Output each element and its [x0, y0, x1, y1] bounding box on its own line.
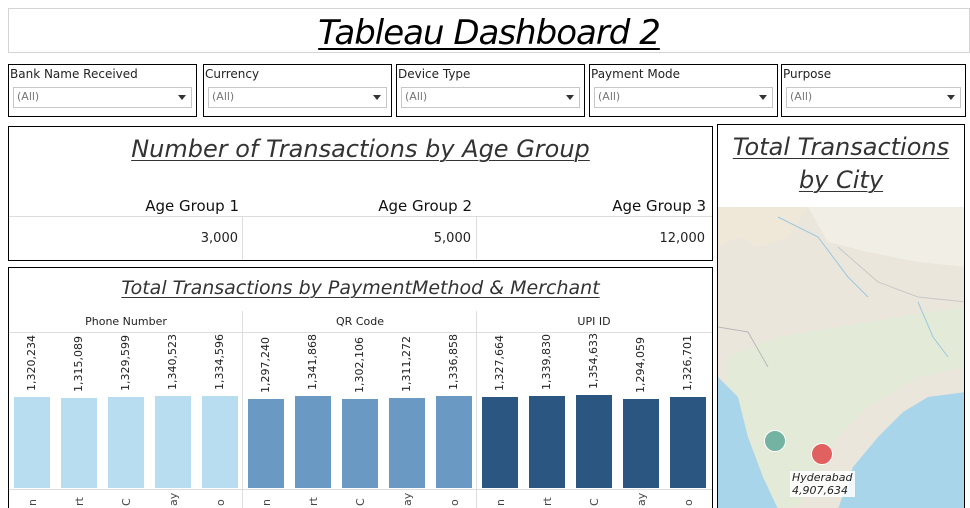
filter-device-type: Device Type (All) — [396, 64, 585, 117]
chevron-down-icon — [566, 95, 574, 100]
column-divider — [242, 216, 243, 260]
map-marks: Hyderabad 4,907,634 — [718, 207, 964, 508]
dashboard-title: Tableau Dashboard 2 — [318, 13, 661, 53]
payment-merchant-panel: Total Transactions by PaymentMethod & Me… — [8, 267, 713, 508]
age-group-panel: Number of Transactions by Age Group Age … — [8, 126, 713, 261]
age-group-title: Number of Transactions by Age Group — [131, 135, 590, 163]
map-vegetation — [718, 307, 964, 508]
bank-name-dropdown[interactable]: (All) — [13, 87, 192, 108]
dashboard-title-box: Tableau Dashboard 2 — [8, 8, 970, 53]
payment-merchant-title: Total Transactions by PaymentMethod & Me… — [121, 277, 600, 299]
chevron-down-icon — [947, 95, 955, 100]
age-group-1-header: Age Group 1 — [145, 197, 239, 215]
dropdown-value: (All) — [17, 90, 40, 103]
age-group-2-header: Age Group 2 — [378, 197, 472, 215]
age-group-1-value: 3,000 — [200, 231, 238, 246]
city-title-line2: by City — [798, 166, 884, 194]
dropdown-value: (All) — [598, 90, 621, 103]
chevron-down-icon — [373, 95, 381, 100]
dropdown-value: (All) — [212, 90, 235, 103]
currency-dropdown[interactable]: (All) — [208, 87, 387, 108]
age-group-3-header: Age Group 3 — [612, 197, 706, 215]
dropdown-value: (All) — [405, 90, 428, 103]
city-value: 4,907,634 — [792, 484, 848, 497]
age-group-2-value: 5,000 — [433, 231, 471, 246]
filter-label: Payment Mode — [591, 67, 681, 81]
column-divider — [476, 216, 477, 260]
map-terrain — [718, 207, 808, 247]
map-border — [837, 246, 964, 303]
map-bay-of-bengal — [838, 392, 964, 508]
india-map[interactable] — [718, 207, 965, 508]
filter-purpose: Purpose (All) — [781, 64, 966, 117]
filter-bank-name: Bank Name Received (All) — [8, 64, 197, 117]
filter-label: Purpose — [783, 67, 832, 81]
chevron-down-icon — [178, 95, 186, 100]
device-type-dropdown[interactable]: (All) — [401, 87, 580, 108]
filter-payment-mode: Payment Mode (All) — [589, 64, 778, 117]
city-title: Total Transactions by City — [718, 131, 964, 197]
map-plateau — [808, 207, 964, 267]
filter-currency: Currency (All) — [203, 64, 392, 117]
filter-label: Currency — [205, 67, 260, 81]
chevron-down-icon — [759, 95, 767, 100]
map-river — [777, 216, 869, 298]
hyderabad-label: Hyderabad 4,907,634 — [790, 471, 855, 497]
filter-label: Device Type — [398, 67, 471, 81]
city-panel: Total Transactions by City Hyderabad 4,90… — [717, 124, 965, 508]
city-name: Hyderabad — [792, 471, 853, 484]
map-arabian-sea — [718, 377, 778, 508]
header-divider — [9, 216, 712, 217]
purpose-dropdown[interactable]: (All) — [786, 87, 961, 108]
hyderabad-mark[interactable] — [811, 443, 833, 465]
filter-label: Bank Name Received — [10, 67, 138, 81]
dropdown-value: (All) — [790, 90, 813, 103]
age-group-3-value: 12,000 — [659, 231, 706, 246]
payment-mode-dropdown[interactable]: (All) — [594, 87, 773, 108]
map-border — [718, 326, 769, 368]
city-title-line1: Total Transactions — [732, 133, 950, 161]
city-mark[interactable] — [764, 430, 786, 452]
map-river — [917, 301, 949, 358]
